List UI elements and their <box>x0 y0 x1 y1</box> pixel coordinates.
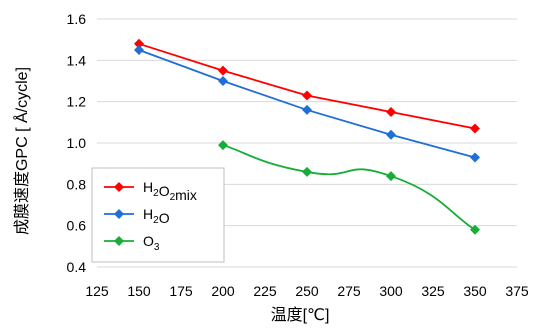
data-point <box>218 140 228 151</box>
legend-marker <box>114 236 124 246</box>
data-point <box>302 90 312 101</box>
data-point <box>218 65 228 76</box>
x-tick-label: 375 <box>505 283 529 299</box>
x-tick-label: 200 <box>211 283 235 299</box>
legend-entry: O3 <box>104 233 160 253</box>
x-tick-labels: 125 150 175 200 225 250 275 300 325 350 375 <box>85 283 529 299</box>
x-tick-label: 175 <box>169 283 193 299</box>
legend-label: O3 <box>143 233 160 253</box>
series-1 <box>134 45 480 163</box>
series-layer <box>134 38 480 235</box>
x-tick-label: 325 <box>421 283 445 299</box>
legend-entry: H2O <box>104 206 170 226</box>
x-axis-title: 温度[℃] <box>271 306 330 324</box>
data-point <box>218 76 228 86</box>
data-point <box>302 104 312 115</box>
legend-label: H2O2mix <box>143 179 197 203</box>
y-tick-label: 0.6 <box>67 218 87 234</box>
x-tick-label: 250 <box>295 283 319 299</box>
legend-box <box>91 167 225 263</box>
x-tick-label: 225 <box>253 283 277 299</box>
legend-label: H2O <box>143 206 170 226</box>
data-point <box>134 38 144 49</box>
data-point <box>386 171 396 182</box>
legend-marker <box>114 182 124 192</box>
legend-entry: H2O2mix <box>104 179 197 203</box>
data-point <box>470 123 480 134</box>
legend-marker <box>114 209 124 219</box>
y-tick-label: 1.0 <box>67 135 87 151</box>
series-0 <box>134 38 480 134</box>
data-point <box>470 224 480 235</box>
y-tick-label: 1.2 <box>67 94 87 110</box>
series-line <box>222 144 476 231</box>
x-tick-label: 300 <box>379 283 403 299</box>
y-tick-label: 1.6 <box>67 11 87 27</box>
y-tick-label: 0.4 <box>67 259 87 275</box>
x-tick-label: 125 <box>85 283 109 299</box>
x-tick-label: 150 <box>127 283 151 299</box>
y-tick-labels: 0.4 0.6 0.8 1.0 1.2 1.4 1.6 <box>67 11 87 275</box>
x-tick-label: 275 <box>337 283 361 299</box>
y-tick-label: 0.8 <box>67 176 87 192</box>
data-point <box>470 152 480 163</box>
legend: H2O2mix H2O O3 <box>91 167 225 263</box>
x-tick-label: 350 <box>463 283 487 299</box>
data-point <box>386 129 396 140</box>
series-2 <box>218 140 480 235</box>
series-line <box>138 42 476 130</box>
y-axis-title: 成膜速度GPC [ Å/cycle] <box>12 67 31 235</box>
data-point <box>134 45 144 55</box>
y-tick-label: 1.4 <box>67 52 87 68</box>
data-point <box>302 166 312 177</box>
data-point <box>386 107 396 117</box>
series-line <box>138 49 476 159</box>
